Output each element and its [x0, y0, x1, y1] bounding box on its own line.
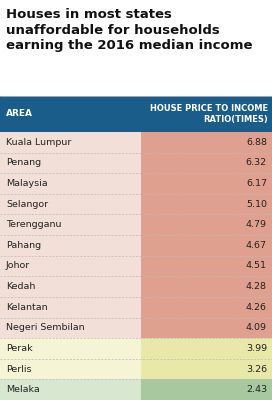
- Bar: [0, 297, 141, 318]
- Bar: [141, 276, 272, 297]
- Text: Selangor: Selangor: [6, 200, 48, 209]
- Text: 4.26: 4.26: [246, 303, 267, 312]
- Bar: [0, 173, 141, 194]
- Bar: [0, 153, 141, 173]
- Text: Perlis: Perlis: [6, 364, 32, 374]
- Text: 3.26: 3.26: [246, 364, 267, 374]
- Text: Johor: Johor: [6, 262, 30, 270]
- Text: AREA: AREA: [6, 110, 33, 118]
- Text: 5.10: 5.10: [246, 200, 267, 209]
- Bar: [0, 379, 141, 400]
- Bar: [141, 256, 272, 276]
- Bar: [0, 235, 141, 256]
- Bar: [141, 132, 272, 153]
- Text: 3.99: 3.99: [246, 344, 267, 353]
- Text: 4.28: 4.28: [246, 282, 267, 291]
- Text: Kedah: Kedah: [6, 282, 35, 291]
- Bar: [141, 214, 272, 235]
- Bar: [141, 318, 272, 338]
- Bar: [141, 359, 272, 379]
- Text: Houses in most states
unaffordable for households
earning the 2016 median income: Houses in most states unaffordable for h…: [6, 8, 252, 52]
- Text: Negeri Sembilan: Negeri Sembilan: [6, 323, 85, 332]
- Bar: [141, 173, 272, 194]
- Bar: [141, 297, 272, 318]
- Text: 4.51: 4.51: [246, 262, 267, 270]
- Bar: [141, 338, 272, 359]
- Text: Kuala Lumpur: Kuala Lumpur: [6, 138, 71, 147]
- Bar: [141, 153, 272, 173]
- Text: 4.79: 4.79: [246, 220, 267, 229]
- Text: 4.67: 4.67: [246, 241, 267, 250]
- Bar: [0, 194, 141, 214]
- Text: HOUSE PRICE TO INCOME
RATIO(TIMES): HOUSE PRICE TO INCOME RATIO(TIMES): [150, 104, 268, 124]
- Bar: [141, 194, 272, 214]
- Bar: [0, 214, 141, 235]
- Text: 2.43: 2.43: [246, 385, 267, 394]
- Bar: [0, 338, 141, 359]
- Bar: [0, 256, 141, 276]
- Bar: [0, 132, 141, 153]
- Text: Malaysia: Malaysia: [6, 179, 48, 188]
- Text: Pahang: Pahang: [6, 241, 41, 250]
- Text: 6.88: 6.88: [246, 138, 267, 147]
- Text: Melaka: Melaka: [6, 385, 40, 394]
- Text: 6.32: 6.32: [246, 158, 267, 168]
- Text: Kelantan: Kelantan: [6, 303, 48, 312]
- Bar: [0, 276, 141, 297]
- Text: Penang: Penang: [6, 158, 41, 168]
- Text: 6.17: 6.17: [246, 179, 267, 188]
- Text: 4.09: 4.09: [246, 323, 267, 332]
- Bar: [0, 318, 141, 338]
- Bar: [0, 359, 141, 379]
- Text: Perak: Perak: [6, 344, 33, 353]
- Bar: [0, 96, 272, 132]
- Bar: [141, 235, 272, 256]
- Text: Terengganu: Terengganu: [6, 220, 61, 229]
- Bar: [141, 379, 272, 400]
- Bar: [0, 0, 272, 96]
